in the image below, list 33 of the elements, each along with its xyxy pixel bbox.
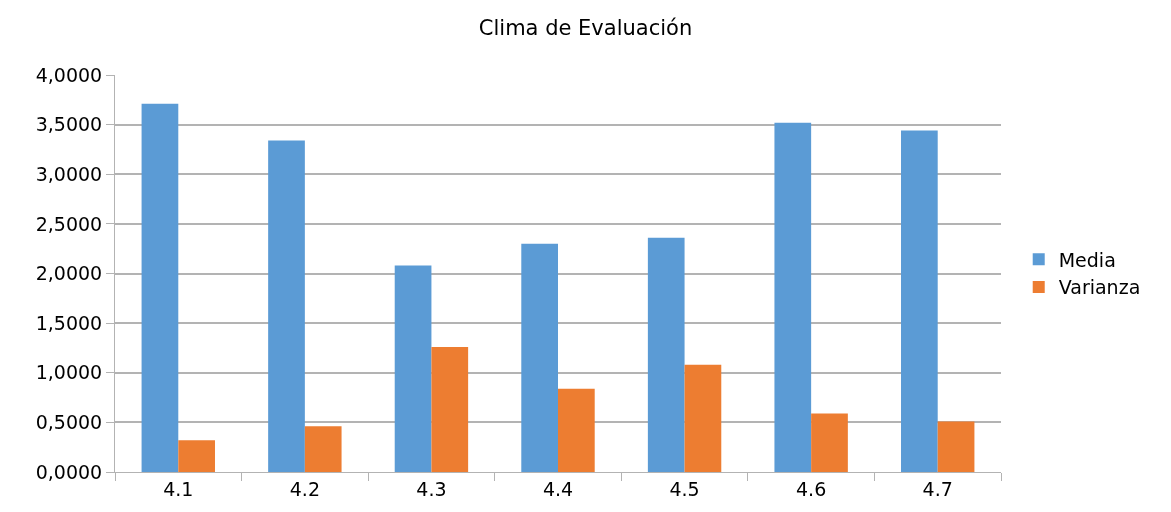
bar xyxy=(141,103,179,472)
y-tick-label: 1,5000 xyxy=(35,311,103,334)
bar xyxy=(521,243,558,472)
x-tick-label: 4.7 xyxy=(922,477,953,500)
chart-title: Clima de Evaluación xyxy=(478,16,693,41)
x-tick-label: 4.5 xyxy=(669,477,700,500)
bar xyxy=(937,421,975,472)
bar xyxy=(774,122,812,472)
y-tick-label: 1,0000 xyxy=(35,361,103,384)
bar xyxy=(304,426,342,472)
x-tick-label: 4.6 xyxy=(796,477,827,500)
x-tick-label: 4.2 xyxy=(289,477,320,500)
bar xyxy=(558,388,595,472)
x-tick-label: 4.1 xyxy=(163,477,194,500)
y-tick-label: 0,0000 xyxy=(35,460,103,483)
y-tick-label: 3,0000 xyxy=(35,162,103,185)
y-tick-label: 4,0000 xyxy=(35,63,103,86)
bar xyxy=(178,440,215,472)
x-tick-label: 4.4 xyxy=(542,477,574,500)
legend-label: Media xyxy=(1058,248,1116,271)
bar xyxy=(394,265,432,472)
x-tick-label: 4.3 xyxy=(416,477,447,500)
y-tick-label: 0,5000 xyxy=(35,411,103,434)
bar xyxy=(901,130,938,472)
legend-label: Varianza xyxy=(1058,276,1141,299)
y-tick-label: 2,5000 xyxy=(35,212,103,235)
bar xyxy=(431,346,469,472)
y-tick-label: 2,0000 xyxy=(35,262,103,285)
bar xyxy=(811,413,848,472)
bar xyxy=(647,237,685,472)
y-tick-label: 3,5000 xyxy=(35,113,103,136)
bar xyxy=(268,140,305,472)
bar xyxy=(684,364,722,472)
